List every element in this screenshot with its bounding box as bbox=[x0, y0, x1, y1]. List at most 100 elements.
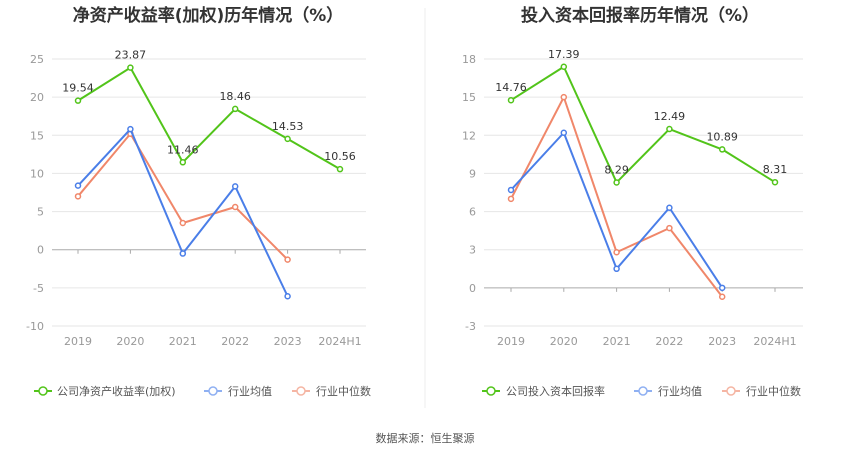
roic-company-line bbox=[510, 65, 776, 184]
y-tick-label: 12 bbox=[462, 129, 476, 142]
legend-industry-avg[interactable]: 行业均值 bbox=[204, 385, 272, 398]
x-tick-label: 2019 bbox=[64, 335, 92, 348]
roic-company-point[interactable] bbox=[613, 179, 620, 186]
roic-company-point[interactable] bbox=[718, 146, 726, 153]
roe-median-point[interactable] bbox=[284, 256, 291, 263]
roe-data-label: 19.54 bbox=[62, 82, 94, 95]
roe-data-labels: 19.54 23.87 11.46 18.46 14.53 10.56 bbox=[62, 49, 356, 164]
roic-median-point[interactable] bbox=[560, 93, 568, 101]
x-tick-label: 2022 bbox=[221, 335, 249, 348]
x-tick-label: 2020 bbox=[550, 335, 578, 348]
roe-company-point[interactable] bbox=[179, 159, 187, 166]
roe-company-line bbox=[77, 66, 341, 171]
roe-company-point[interactable] bbox=[231, 105, 239, 113]
x-tick-label: 2023 bbox=[274, 335, 302, 348]
y-tick-label: 15 bbox=[30, 129, 44, 142]
roe-company-point[interactable] bbox=[127, 64, 134, 71]
x-tick-label: 2020 bbox=[116, 335, 144, 348]
y-tick-label: -5 bbox=[33, 282, 44, 295]
y-tick-label: 0 bbox=[469, 282, 476, 295]
legend-industry-median[interactable]: 行业中位数 bbox=[722, 384, 801, 398]
roic-axes: -3 0 3 6 9 12 15 18 2019 2020 2021 2022 2023 2024H1 bbox=[462, 53, 797, 348]
x-tick-label: 2022 bbox=[655, 335, 683, 348]
roic-median-point[interactable] bbox=[666, 224, 673, 232]
roe-data-label: 14.53 bbox=[272, 120, 304, 133]
roe-avg-point[interactable] bbox=[179, 250, 187, 257]
x-tick-label: 2021 bbox=[603, 335, 631, 348]
roic-company-point[interactable] bbox=[560, 63, 568, 71]
roe-data-label: 11.46 bbox=[167, 143, 199, 156]
roic-data-label: 14.76 bbox=[495, 81, 527, 94]
roic-median-point[interactable] bbox=[613, 249, 620, 256]
roe-chart-title: 净资产收益率(加权)历年情况（%） bbox=[73, 5, 344, 26]
roe-avg-point[interactable] bbox=[231, 183, 239, 190]
y-tick-label: 5 bbox=[37, 206, 44, 219]
y-tick-label: 6 bbox=[469, 206, 476, 219]
roe-avg-point[interactable] bbox=[284, 292, 291, 300]
roe-axes: -10 -5 0 5 10 15 20 25 2019 2020 2021 2022 2023 2024H… bbox=[26, 53, 362, 348]
roic-chart: 投入资本回报率历年情况（%） -3 0 3 6 9 12 15 18 2019 2020 2021 2… bbox=[462, 5, 803, 398]
legend-median-marker bbox=[726, 386, 736, 396]
roe-median-point[interactable] bbox=[74, 193, 82, 200]
roe-median-point[interactable] bbox=[231, 203, 239, 211]
roe-median-point[interactable] bbox=[179, 219, 187, 227]
roe-company-point[interactable] bbox=[74, 97, 82, 104]
y-tick-label: -3 bbox=[465, 320, 476, 333]
roic-avg-point[interactable] bbox=[507, 186, 515, 194]
roe-series bbox=[74, 64, 344, 300]
roic-data-labels: 14.76 17.39 8.29 12.49 10.89 8.31 bbox=[495, 48, 787, 177]
roic-median-point[interactable] bbox=[718, 293, 726, 301]
roic-avg-point[interactable] bbox=[560, 129, 568, 136]
legend-median-label: 行业中位数 bbox=[746, 384, 801, 398]
roic-avg-point[interactable] bbox=[718, 284, 726, 292]
roic-company-point[interactable] bbox=[771, 178, 779, 186]
x-tick-label: 2024H1 bbox=[753, 335, 796, 348]
roe-avg-point[interactable] bbox=[127, 125, 134, 133]
y-tick-label: 25 bbox=[30, 53, 44, 66]
x-tick-label: 2019 bbox=[497, 335, 525, 348]
roe-company-point[interactable] bbox=[284, 135, 291, 143]
roe-data-label: 18.46 bbox=[219, 90, 251, 103]
legend-company-roic[interactable]: 公司投入资本回报率 bbox=[482, 384, 605, 398]
y-tick-label: -10 bbox=[26, 320, 44, 333]
legend-company-marker bbox=[38, 386, 48, 396]
legend-avg-marker bbox=[208, 386, 218, 396]
roic-company-point[interactable] bbox=[507, 96, 515, 104]
roe-data-label: 23.87 bbox=[115, 49, 147, 62]
roic-median-point[interactable] bbox=[507, 195, 515, 203]
roe-grid bbox=[52, 58, 366, 327]
roic-data-label: 8.31 bbox=[763, 163, 788, 176]
legend-industry-avg[interactable]: 行业均值 bbox=[634, 385, 702, 398]
roe-chart: 净资产收益率(加权)历年情况（%） -10 -5 0 5 10 15 20 25 2019 202… bbox=[26, 5, 371, 398]
y-tick-label: 9 bbox=[469, 167, 476, 180]
y-tick-label: 0 bbox=[37, 244, 44, 257]
legend-company-label: 公司净资产收益率(加权) bbox=[57, 384, 176, 398]
legend-company-label: 公司投入资本回报率 bbox=[506, 384, 605, 398]
roic-company-point[interactable] bbox=[666, 125, 673, 133]
roic-legend: 公司投入资本回报率 行业均值 行业中位数 bbox=[482, 384, 801, 398]
y-tick-label: 15 bbox=[462, 91, 476, 104]
roe-company-point[interactable] bbox=[336, 165, 344, 173]
roic-data-label: 10.89 bbox=[706, 130, 738, 143]
legend-median-label: 行业中位数 bbox=[316, 384, 371, 398]
roic-data-label: 8.29 bbox=[604, 163, 629, 176]
roic-avg-line bbox=[510, 131, 724, 289]
roic-grid bbox=[484, 58, 803, 327]
y-tick-label: 20 bbox=[30, 91, 44, 104]
roe-avg-point[interactable] bbox=[74, 182, 82, 189]
legend-avg-label: 行业均值 bbox=[658, 385, 702, 398]
data-source: 数据来源：恒生聚源 bbox=[376, 431, 475, 445]
x-tick-label: 2024H1 bbox=[318, 335, 361, 348]
roic-series bbox=[507, 63, 779, 301]
legend-company-roe[interactable]: 公司净资产收益率(加权) bbox=[34, 384, 176, 398]
legend-avg-label: 行业均值 bbox=[228, 385, 272, 398]
y-tick-label: 18 bbox=[462, 53, 476, 66]
legend-avg-marker bbox=[638, 386, 648, 396]
legend-industry-median[interactable]: 行业中位数 bbox=[292, 384, 371, 398]
roic-avg-point[interactable] bbox=[666, 204, 673, 212]
roe-legend: 公司净资产收益率(加权) 行业均值 行业中位数 bbox=[34, 384, 371, 398]
roe-data-label: 10.56 bbox=[324, 150, 356, 163]
roic-avg-point[interactable] bbox=[613, 265, 620, 273]
x-tick-label: 2021 bbox=[169, 335, 197, 348]
